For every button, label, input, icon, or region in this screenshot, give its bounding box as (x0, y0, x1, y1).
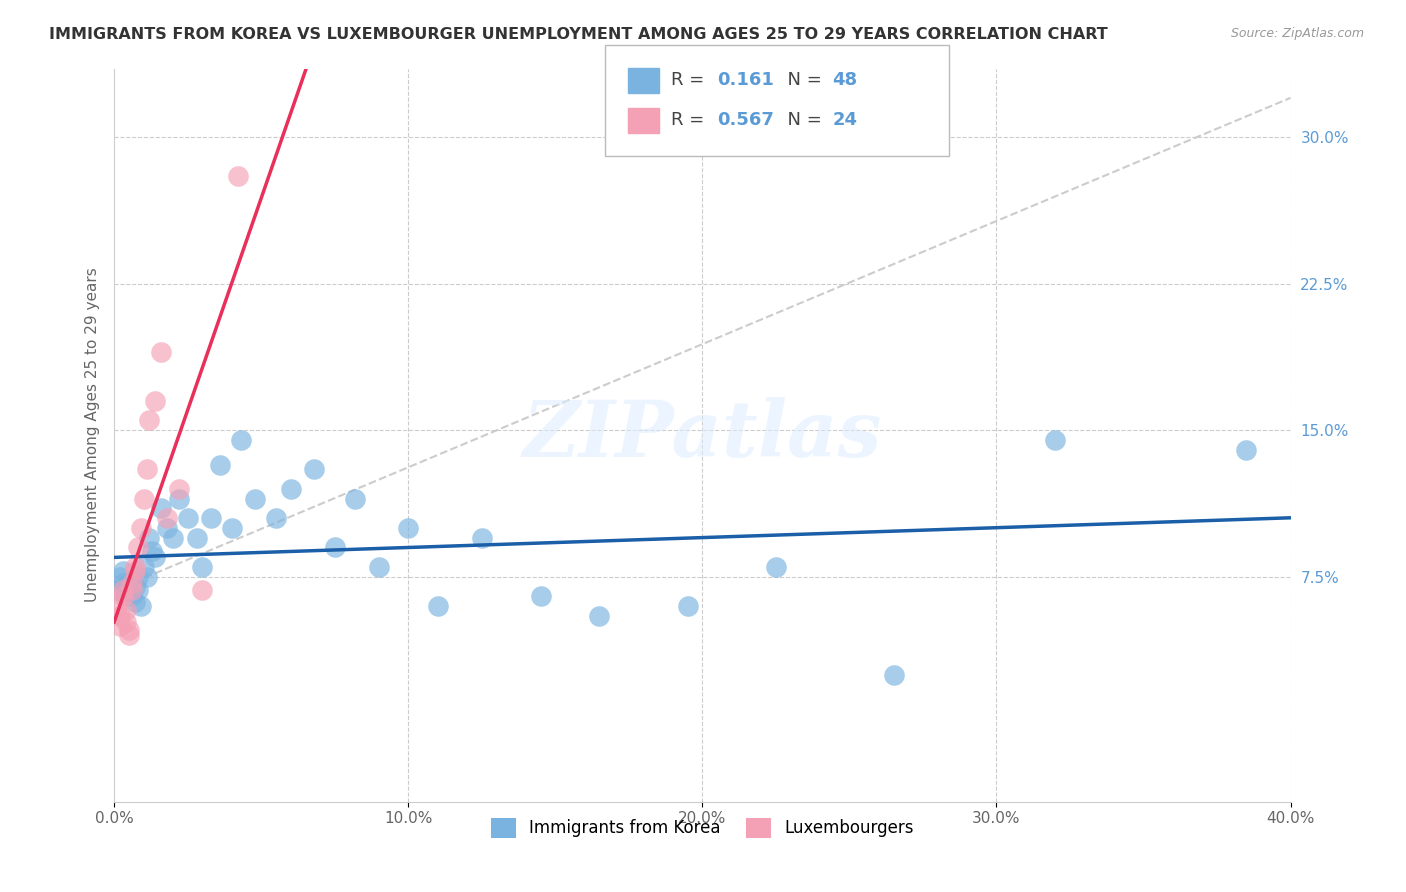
Text: N =: N = (776, 71, 828, 89)
Point (118, 583, 141, 598)
Point (141, 544, 163, 558)
Point (229, 433, 252, 447)
Point (124, 560, 146, 574)
Point (167, 482, 190, 496)
Point (765, 560, 787, 574)
Point (162, 531, 184, 545)
Point (118, 574, 141, 588)
Point (108, 608, 131, 623)
Point (588, 608, 610, 623)
Text: 0.567: 0.567 (717, 112, 773, 129)
Point (111, 575, 134, 590)
Point (186, 531, 208, 545)
Point (150, 345, 173, 359)
Point (344, 491, 367, 506)
Text: ZIPatlas: ZIPatlas (523, 397, 882, 474)
Point (156, 511, 179, 525)
Point (367, 560, 389, 574)
Point (105, 599, 128, 613)
Point (121, 575, 143, 590)
Point (221, 521, 243, 535)
Point (471, 531, 494, 545)
Text: R =: R = (671, 112, 710, 129)
Point (167, 491, 190, 506)
Point (115, 603, 138, 617)
Point (200, 511, 222, 525)
Point (145, 393, 167, 408)
Point (108, 618, 131, 632)
Point (111, 583, 134, 598)
Point (124, 580, 146, 594)
Point (676, 599, 699, 613)
Point (135, 462, 157, 476)
Point (264, 511, 287, 525)
Point (191, 560, 214, 574)
Point (426, 599, 449, 613)
Point (145, 550, 167, 565)
Point (1236, 442, 1258, 457)
Point (323, 541, 346, 555)
Point (883, 667, 905, 681)
Legend: Immigrants from Korea, Luxembourgers: Immigrants from Korea, Luxembourgers (485, 811, 921, 845)
Point (115, 615, 138, 629)
Point (138, 531, 160, 545)
Point (1045, 433, 1067, 447)
Point (127, 583, 149, 598)
Point (177, 511, 200, 525)
Text: 0.161: 0.161 (717, 71, 773, 89)
Text: N =: N = (776, 112, 828, 129)
Point (124, 564, 146, 578)
Point (124, 595, 146, 609)
Point (226, 169, 249, 183)
Point (127, 570, 149, 584)
Point (129, 599, 152, 613)
Point (115, 580, 138, 594)
Text: Source: ZipAtlas.com: Source: ZipAtlas.com (1230, 27, 1364, 40)
Point (135, 570, 157, 584)
Point (132, 491, 155, 506)
Point (156, 521, 179, 535)
Point (121, 575, 143, 590)
Point (118, 628, 141, 642)
Point (108, 570, 131, 584)
Text: 24: 24 (832, 112, 858, 129)
Point (115, 590, 138, 604)
Point (191, 583, 214, 598)
Point (209, 458, 232, 473)
Point (245, 491, 267, 506)
Point (121, 583, 143, 598)
Text: 48: 48 (832, 71, 858, 89)
Point (530, 590, 553, 604)
Point (396, 521, 419, 535)
Point (121, 590, 143, 604)
Point (138, 413, 160, 427)
Point (302, 462, 325, 476)
Y-axis label: Unemployment Among Ages 25 to 29 years: Unemployment Among Ages 25 to 29 years (86, 268, 100, 602)
Point (111, 590, 134, 604)
Text: R =: R = (671, 71, 710, 89)
Point (150, 501, 173, 516)
Point (127, 541, 149, 555)
Point (132, 560, 155, 574)
Point (280, 482, 302, 496)
Point (118, 623, 141, 637)
Point (129, 521, 152, 535)
Point (111, 564, 134, 578)
Text: IMMIGRANTS FROM KOREA VS LUXEMBOURGER UNEMPLOYMENT AMONG AGES 25 TO 29 YEARS COR: IMMIGRANTS FROM KOREA VS LUXEMBOURGER UN… (49, 27, 1108, 42)
Point (105, 583, 128, 598)
